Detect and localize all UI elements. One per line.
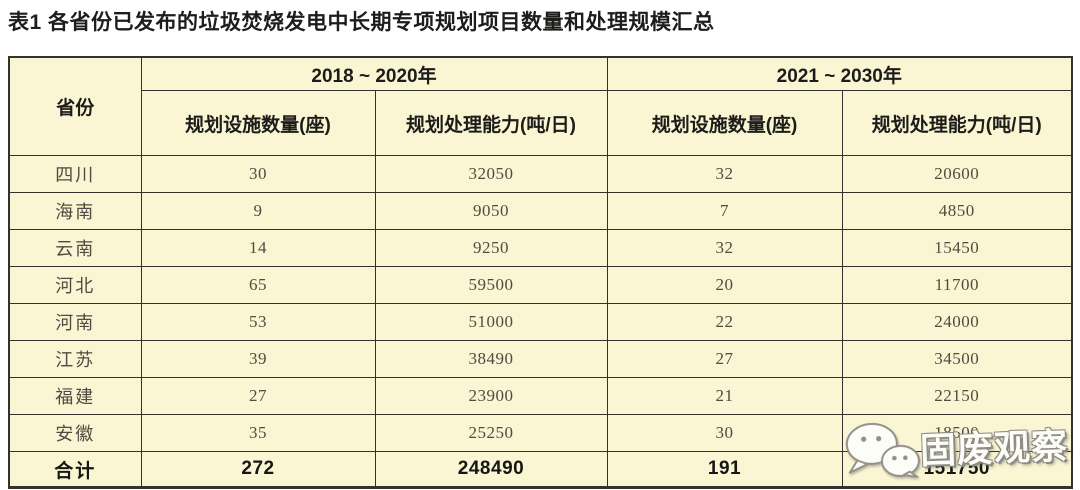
page-title: 表1 各省份已发布的垃圾焚烧发电中长期专项规划项目数量和处理规模汇总 [8,11,715,34]
cell-value: 65 [140,266,376,304]
total-row: 合计 272 248490 191 151750 [8,451,1073,488]
cell-value: 23900 [374,377,608,415]
cell-value: 53 [140,303,376,341]
cell-value: 18500 [841,414,1073,452]
cell-value: 34500 [841,340,1073,378]
cell-value: 59500 [374,266,608,304]
cell-province: 云南 [8,229,142,267]
header-row-periods: 省份 2018 ~ 2020年 2021 ~ 2030年 [8,56,1073,156]
table-row: 福建 27 23900 21 22150 [8,377,1073,415]
cell-value: 24000 [841,303,1073,341]
column-group-2021-2030: 2021 ~ 2030年 [606,56,1073,91]
cell-value: 30 [140,155,376,193]
cell-value: 9050 [374,192,608,230]
cell-value: 11700 [841,266,1073,304]
cell-total-value: 272 [140,451,376,488]
column-header-count-p2: 规划设施数量(座) [606,90,843,156]
cell-value: 14 [140,229,376,267]
cell-value: 25250 [374,414,608,452]
cell-total-label: 合计 [8,451,142,488]
cell-value: 38490 [374,340,608,378]
cell-province: 河南 [8,303,142,341]
cell-province: 江苏 [8,340,142,378]
cell-value: 51000 [374,303,608,341]
cell-value: 9250 [374,229,608,267]
cell-province: 四川 [8,155,142,193]
cell-value: 30 [606,414,843,452]
cell-value: 32 [606,155,843,193]
cell-value: 21 [606,377,843,415]
cell-value: 4850 [841,192,1073,230]
cell-value: 22150 [841,377,1073,415]
cell-total-value: 248490 [374,451,608,488]
cell-total-value: 191 [606,451,843,488]
cell-value: 9 [140,192,376,230]
summary-table: 省份 2018 ~ 2020年 2021 ~ 2030年 规划设施数量(座) 规… [8,56,1074,489]
cell-province: 安徽 [8,414,142,452]
column-header-capacity-p2: 规划处理能力(吨/日) [841,90,1073,156]
table-row: 海南 9 9050 7 4850 [8,192,1073,230]
table-row: 河北 65 59500 20 11700 [8,266,1073,304]
cell-value: 39 [140,340,376,378]
cell-value: 7 [606,192,843,230]
cell-value: 32050 [374,155,608,193]
table-row: 河南 53 51000 22 24000 [8,303,1073,341]
cell-value: 27 [140,377,376,415]
header-row-metrics: 规划设施数量(座) 规划处理能力(吨/日) 规划设施数量(座) 规划处理能力(吨… [9,90,1073,156]
cell-value: 35 [140,414,376,452]
cell-value: 20600 [841,155,1073,193]
cell-value: 32 [606,229,843,267]
column-header-province: 省份 [8,56,142,156]
table-row: 四川 30 32050 32 20600 [8,155,1073,193]
cell-value: 15450 [841,229,1073,267]
cell-value: 22 [606,303,843,341]
column-header-capacity-p1: 规划处理能力(吨/日) [374,90,608,156]
cell-total-value: 151750 [841,451,1073,488]
table-row: 云南 14 9250 32 15450 [8,229,1073,267]
cell-province: 河北 [8,266,142,304]
cell-province: 海南 [8,192,142,230]
table-row: 江苏 39 38490 27 34500 [8,340,1073,378]
cell-value: 20 [606,266,843,304]
column-header-count-p1: 规划设施数量(座) [140,90,376,156]
table-row: 安徽 35 25250 30 18500 [8,414,1073,452]
cell-province: 福建 [8,377,142,415]
column-group-2018-2020: 2018 ~ 2020年 [140,56,608,91]
cell-value: 27 [606,340,843,378]
